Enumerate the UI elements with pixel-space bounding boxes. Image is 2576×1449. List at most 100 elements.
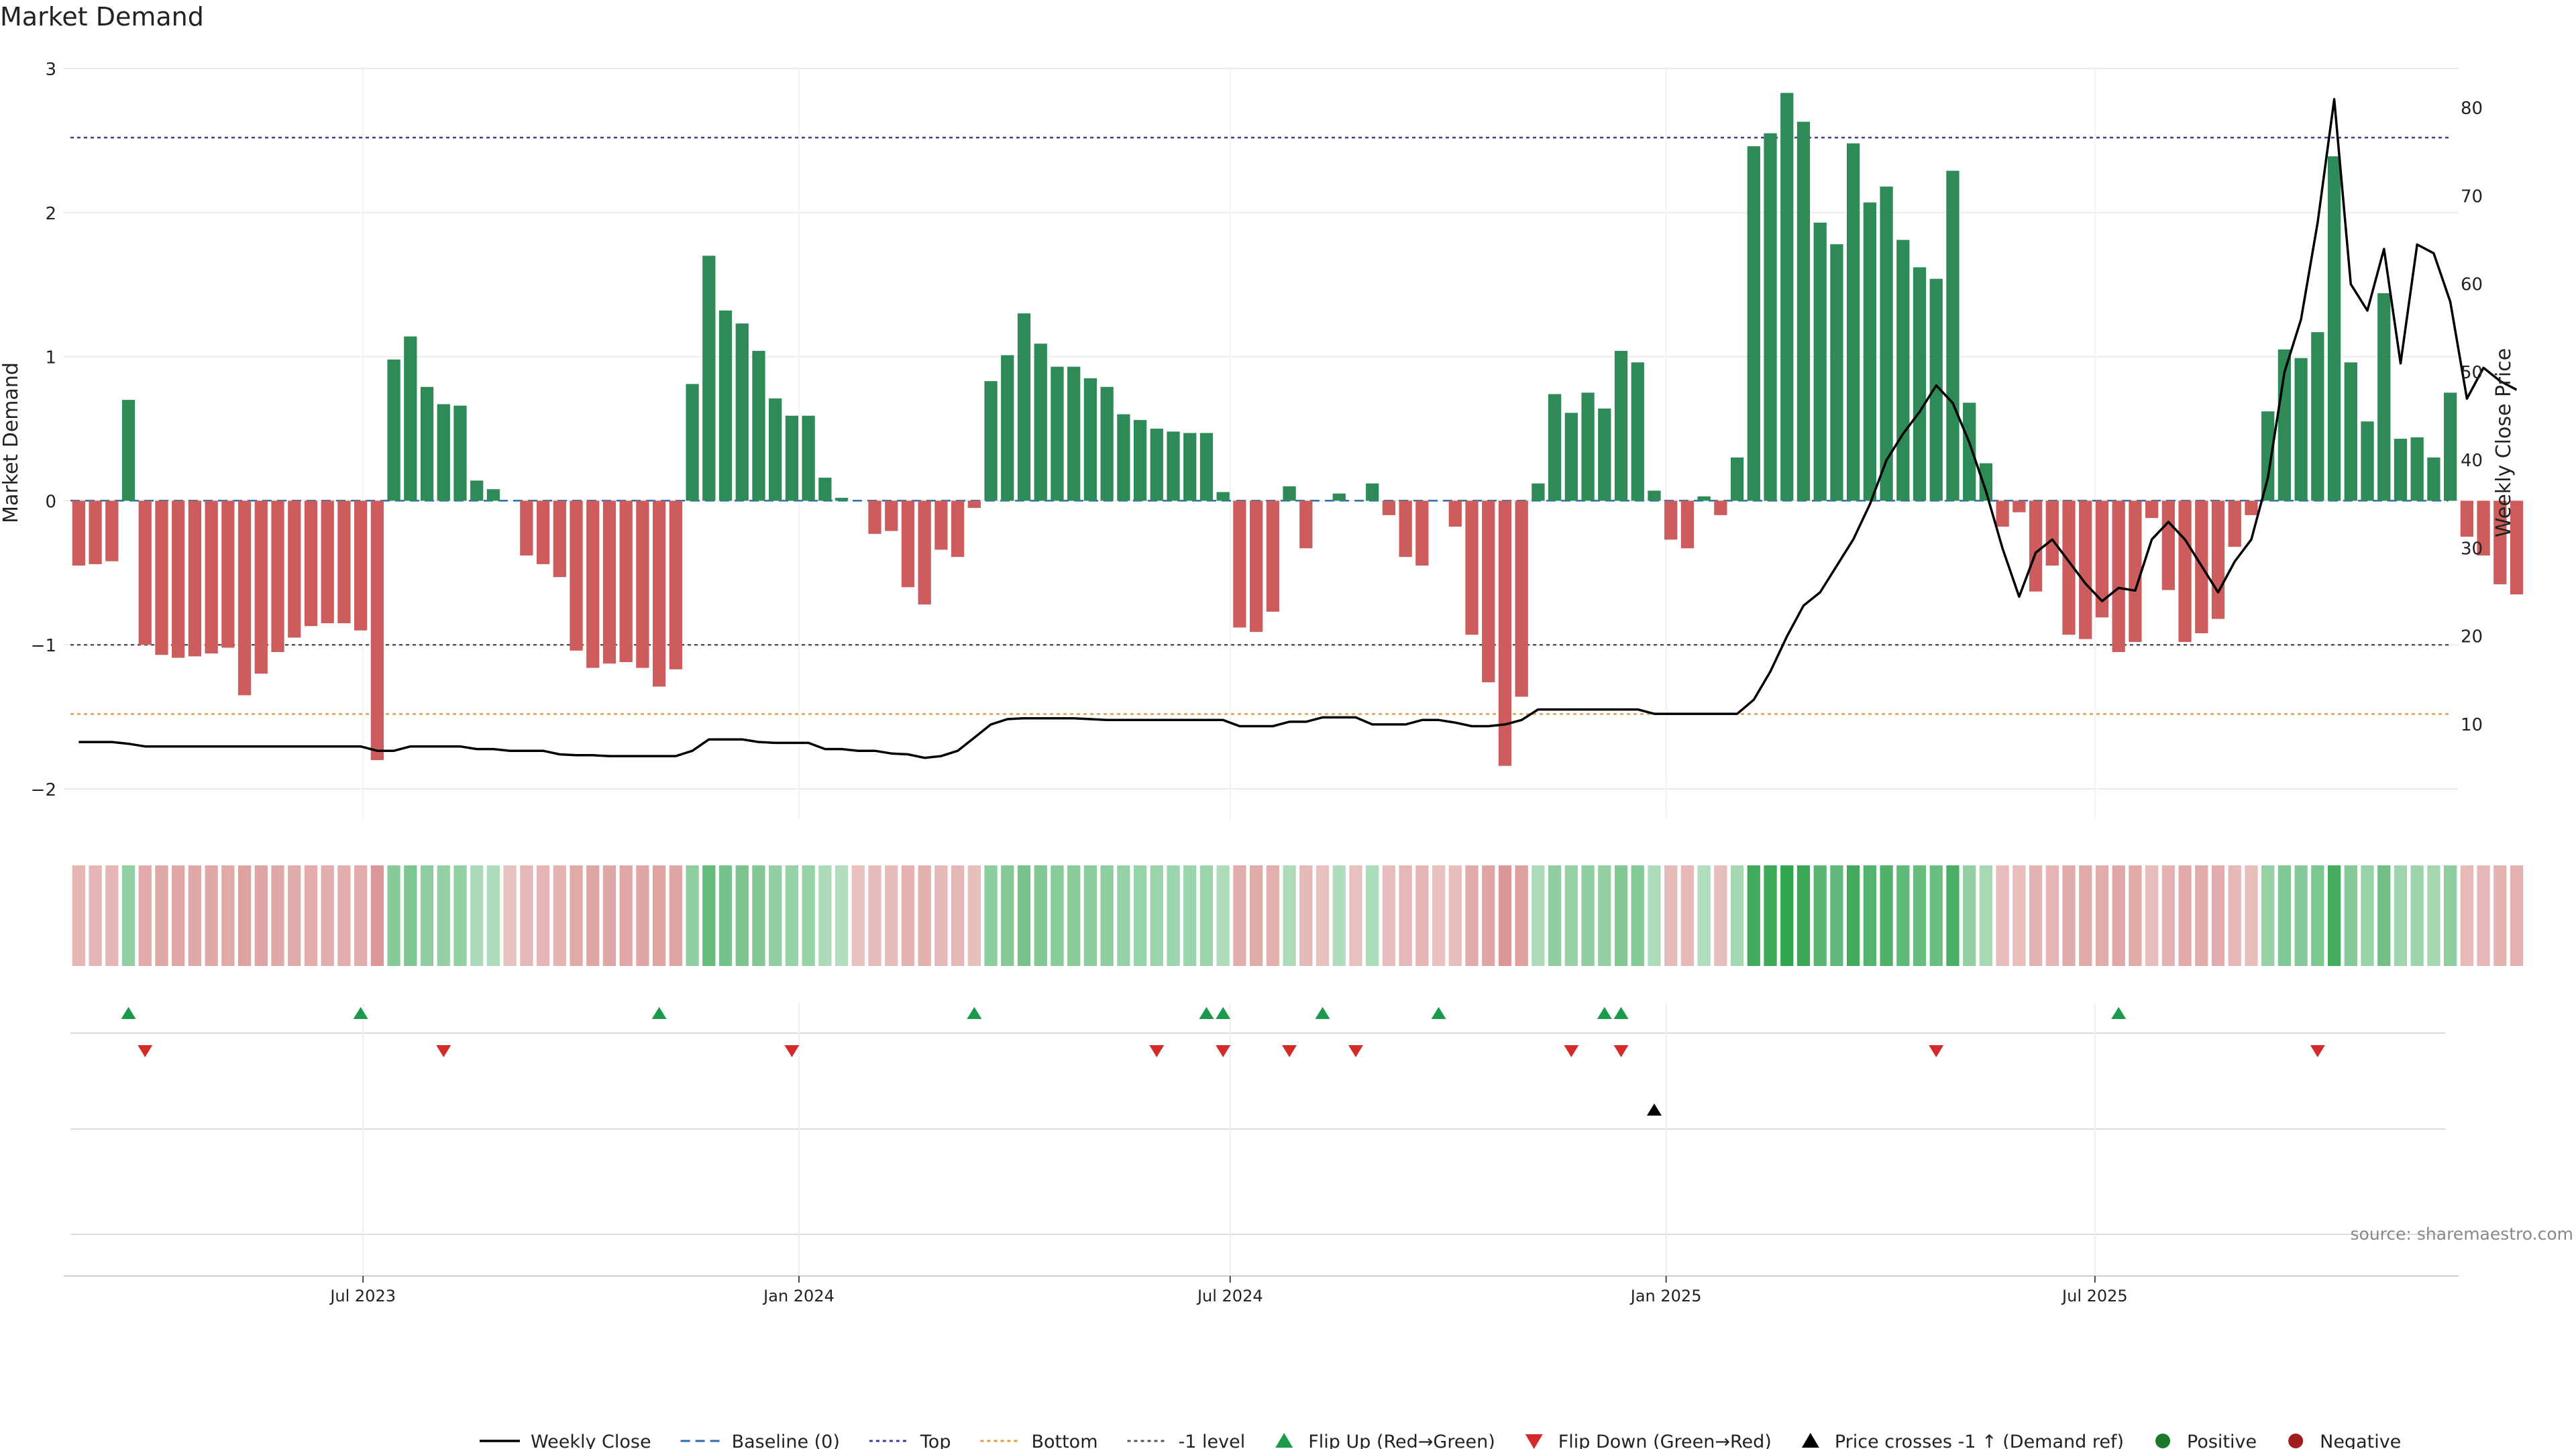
heat-cell: [1083, 865, 1097, 966]
legend-label: Bottom: [1031, 1432, 1097, 1449]
y-tick-label: 0: [45, 492, 56, 512]
signal-panel: Jul 2023 Jan 2024 Jul 2024 Jan 2025 Jul 2025: [64, 1003, 2459, 1305]
heat-cell: [2079, 865, 2092, 966]
demand-bar: [967, 500, 981, 508]
heat-cell: [2195, 865, 2208, 966]
legend-item: Negative: [2288, 1432, 2401, 1449]
demand-bar: [2178, 500, 2192, 642]
heat-cell: [221, 865, 235, 966]
chart-title: Market Demand: [0, 2, 204, 32]
legend-label: Baseline (0): [732, 1432, 840, 1449]
demand-bar: [205, 500, 218, 654]
heat-cell: [885, 865, 898, 966]
demand-bar: [1399, 500, 1412, 557]
heat-cell: [1316, 865, 1330, 966]
flip-down-marker: [1613, 1045, 1629, 1057]
price-cross-marker: [1646, 1104, 1662, 1116]
y2-tick-label: 70: [2461, 186, 2483, 207]
heat-cell: [2311, 865, 2324, 966]
legend-item: Flip Down (Green→Red): [1525, 1432, 1772, 1449]
heat-cell: [702, 865, 716, 966]
demand-bar: [2361, 421, 2374, 501]
heat-cell: [1863, 865, 1876, 966]
heat-cell: [1780, 865, 1794, 966]
flip-down-marker: [1929, 1045, 1944, 1057]
demand-bar: [2311, 332, 2324, 501]
demand-bar: [785, 415, 799, 501]
heat-cell: [934, 865, 948, 966]
heat-cell: [105, 865, 119, 966]
legend-label: Top: [920, 1432, 951, 1449]
heat-cell: [205, 865, 218, 966]
heat-cell: [1913, 865, 1927, 966]
demand-bar: [1167, 431, 1180, 501]
heat-cell: [172, 865, 185, 966]
y-tick-label: 3: [45, 60, 56, 80]
heat-cell: [1117, 865, 1130, 966]
heat-cell: [1614, 865, 1628, 966]
heat-cell: [752, 865, 765, 966]
heat-cell: [1001, 865, 1014, 966]
demand-bar: [1548, 394, 1562, 501]
demand-bar: [1034, 343, 1047, 501]
demand-bar: [370, 500, 384, 761]
demand-bar: [2377, 293, 2391, 501]
heat-cell: [2327, 865, 2341, 966]
heat-cell: [2477, 865, 2490, 966]
demand-bar: [636, 500, 649, 668]
heat-cell: [619, 865, 633, 966]
heat-cell: [602, 865, 616, 966]
demand-bar: [520, 500, 533, 556]
heat-cell: [1979, 865, 1993, 966]
signal-grid: [64, 1003, 2459, 1277]
legend-triangle-up-icon: [1275, 1433, 1293, 1448]
legend-item: Bottom: [980, 1432, 1098, 1449]
heat-cell: [237, 865, 252, 966]
demand-bar: [1382, 500, 1396, 515]
heat-cell: [1167, 865, 1180, 966]
demand-bar: [221, 500, 235, 648]
flip-up-marker: [121, 1007, 136, 1019]
y-axis-label: Market Demand: [0, 362, 23, 523]
demand-bar: [2062, 500, 2076, 635]
heat-cell: [2211, 865, 2225, 966]
x-axis-ticks: Jul 2023 Jan 2024 Jul 2024 Jan 2025 Jul 2025: [329, 1276, 2128, 1305]
heat-cell: [1150, 865, 1163, 966]
heat-cell: [1283, 865, 1296, 966]
heat-cell: [1847, 865, 1860, 966]
y-tick-label: 1: [45, 348, 56, 368]
heat-cell: [1482, 865, 1495, 966]
demand-bar: [1664, 500, 1678, 540]
heat-cell: [1515, 865, 1528, 966]
demand-bar: [1614, 351, 1628, 501]
heat-cell: [387, 865, 400, 966]
heat-cell: [1465, 865, 1479, 966]
flip-down-marker: [784, 1045, 800, 1057]
demand-bar: [984, 381, 998, 501]
heat-cell: [1664, 865, 1678, 966]
heat-cell: [1199, 865, 1214, 966]
heat-cell: [1233, 865, 1246, 966]
demand-bar: [237, 500, 252, 696]
demand-bar: [1680, 500, 1695, 549]
heat-cell: [155, 865, 168, 966]
heat-cell: [1697, 865, 1711, 966]
flip-down-marker: [1149, 1045, 1165, 1057]
demand-bar: [536, 500, 550, 564]
demand-bar: [2344, 362, 2357, 501]
demand-bar: [1813, 222, 1827, 501]
demand-bar: [934, 500, 948, 550]
demand-bar: [1415, 500, 1429, 566]
y-tick-label: −1: [31, 636, 56, 656]
source-note: source: sharemaestro.com: [2351, 1224, 2574, 1244]
demand-bar: [1581, 392, 1595, 501]
demand-bar: [951, 500, 965, 557]
demand-bar: [1150, 429, 1163, 501]
demand-bar: [1183, 433, 1197, 501]
heat-cell: [1631, 865, 1644, 966]
demand-bar: [718, 310, 733, 501]
demand-bar: [1083, 378, 1097, 501]
heat-cell: [1946, 865, 1960, 966]
heat-cell: [370, 865, 384, 966]
